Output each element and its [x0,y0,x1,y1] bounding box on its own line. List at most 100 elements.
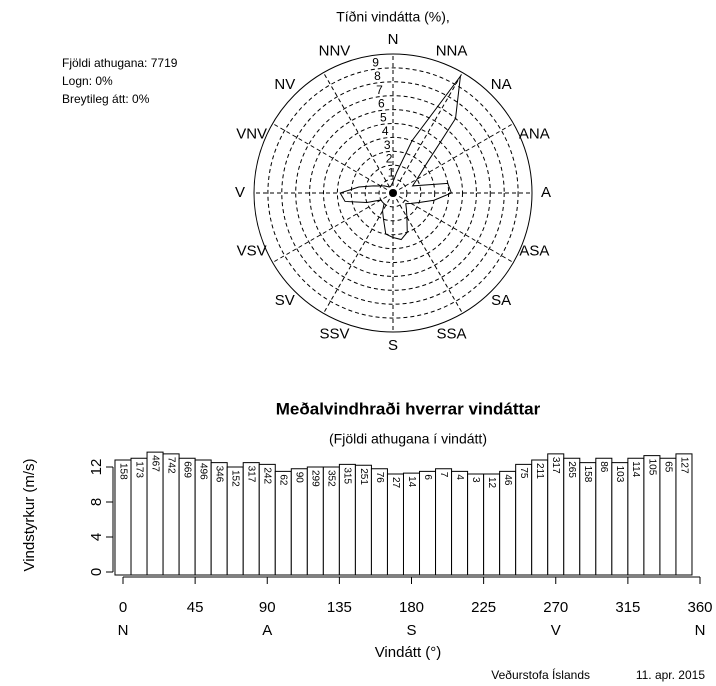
bar [483,473,501,576]
x-tick-label: 90 [259,599,276,616]
footer-date: 11. apr. 2015 [636,668,705,682]
bar [675,453,693,576]
count-label: 251 [358,468,369,485]
direction-label: ANA [519,125,550,142]
count-label: 173 [133,461,144,478]
polar-spoke [272,192,394,263]
bar [419,470,437,576]
polar-spoke [392,192,514,263]
y-axis-label: Vindstyrkur (m/s) [21,458,38,571]
count-label: 46 [502,474,513,486]
x-tick-label: 315 [615,599,640,616]
bar [370,468,388,576]
x-tick-label: 180 [399,599,424,616]
footer-source: Veðurstofa Íslands [491,667,590,682]
polar-grid-ring [323,123,463,263]
x-direction-label: A [262,622,272,639]
polar-spoke [272,123,394,194]
r-tick-label: 6 [378,97,385,111]
bar-title: Meðalvindhraði hverrar vindáttar [276,399,541,418]
count-label: 3 [470,477,481,483]
info-line: Breytileg átt: 0% [62,92,150,106]
polar-grid-ring [295,95,491,291]
count-label: 158 [582,466,593,483]
count-label: 103 [614,466,625,483]
bar [515,463,533,576]
info-line: Fjöldi athugana: 7719 [62,56,178,70]
count-label: 76 [374,472,385,484]
direction-label: V [235,184,245,201]
count-label: 105 [646,459,657,476]
bar [595,457,613,576]
count-label: 6 [422,474,433,480]
polar-spoke [392,72,463,194]
direction-label: N [388,31,399,48]
count-label: 317 [246,466,257,483]
bar [499,470,517,576]
polar-spoke [323,72,394,194]
r-tick-label: 8 [374,69,381,83]
polar-grid-ring [364,164,422,222]
bar [274,470,292,576]
bar [467,473,485,576]
direction-label: NNA [436,43,468,60]
count-label: 90 [294,472,305,484]
direction-label: SSV [319,325,349,342]
direction-label: NV [274,76,295,93]
polar-grid-ring [267,67,519,319]
direction-label: NNV [319,43,351,60]
count-label: 265 [566,461,577,478]
direction-label: SA [491,292,511,309]
count-label: 352 [326,470,337,487]
bar [386,473,404,576]
y-tick-label: 8 [88,498,105,506]
polar-spoke [323,192,394,314]
count-label: 742 [165,457,176,474]
direction-label: ASA [519,243,549,260]
x-tick-label: 270 [543,599,568,616]
polar-outer-ring [253,53,533,333]
x-tick-label: 135 [327,599,352,616]
direction-label: SV [275,292,295,309]
count-label: 299 [310,470,321,487]
info-line: Logn: 0% [62,74,113,88]
polar-grid-ring [336,136,450,250]
bar [402,472,421,576]
x-direction-label: N [118,622,129,639]
bar [435,468,453,576]
x-tick-label: 360 [687,599,712,616]
x-direction-label: S [406,622,416,639]
polar-title: Tíðni vindátta (%), [336,9,450,25]
count-label: 211 [534,463,545,479]
direction-label: S [388,337,398,354]
x-axis-label: Vindátt (°) [375,644,442,661]
x-tick-label: 45 [187,599,204,616]
count-label: 12 [486,477,497,489]
bar [659,457,677,576]
direction-label: NA [491,76,512,93]
count-label: 315 [342,467,353,484]
center-dot [389,189,397,197]
direction-label: A [541,184,551,201]
polar-grid-ring [378,178,408,208]
count-label: 317 [550,457,561,474]
polar-grid-ring [350,150,436,236]
direction-label: VSV [237,243,267,260]
count-label: 7 [438,472,449,478]
count-label: 346 [214,466,225,483]
count-label: 127 [678,457,689,474]
r-tick-label: 4 [382,124,389,138]
x-direction-label: N [695,622,706,639]
y-tick-label: 4 [88,533,105,541]
r-tick-label: 9 [372,55,379,69]
count-label: 158 [117,463,128,480]
r-tick-label: 7 [376,83,383,97]
bar [290,468,308,576]
direction-label: SSA [437,325,467,342]
count-label: 65 [662,461,673,473]
bar-subtitle: (Fjöldi athugana í vindátt) [329,431,487,447]
x-tick-label: 0 [119,599,127,616]
count-label: 75 [518,467,529,479]
polar-grid-ring [309,109,477,277]
